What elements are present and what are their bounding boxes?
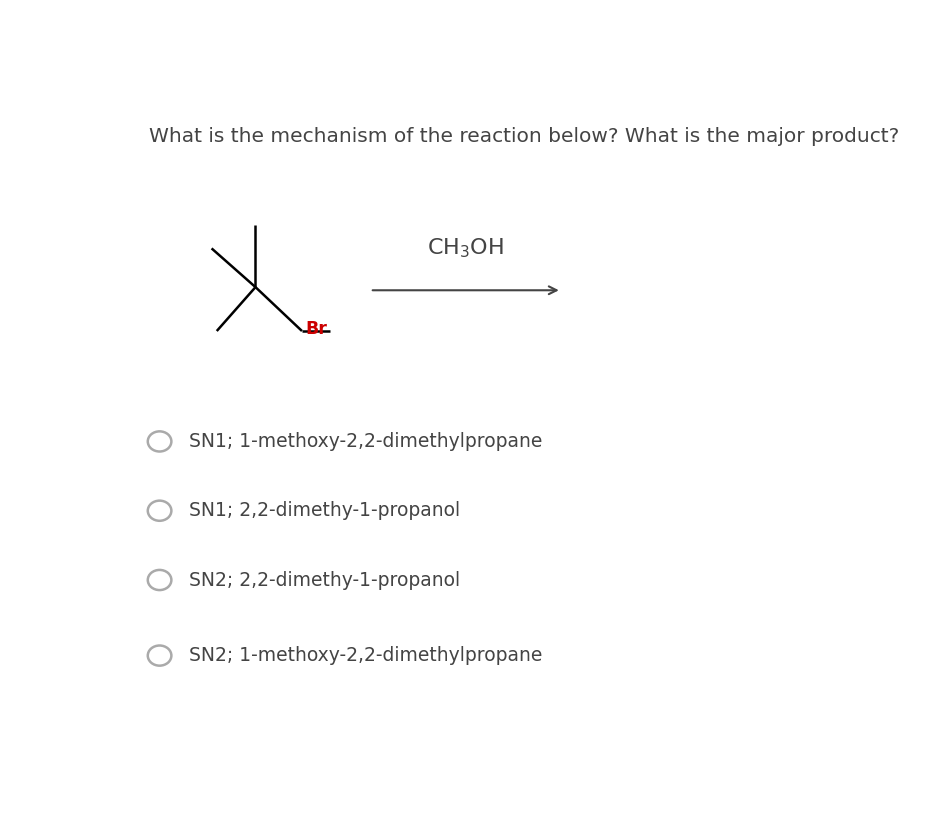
Text: Br: Br (305, 320, 327, 338)
Text: SN1; 2,2-dimethy-1-propanol: SN1; 2,2-dimethy-1-propanol (189, 501, 460, 520)
Text: SN2; 2,2-dimethy-1-propanol: SN2; 2,2-dimethy-1-propanol (189, 570, 460, 590)
Text: What is the mechanism of the reaction below? What is the major product?: What is the mechanism of the reaction be… (149, 127, 899, 146)
Text: SN1; 1-methoxy-2,2-dimethylpropane: SN1; 1-methoxy-2,2-dimethylpropane (189, 432, 543, 451)
Text: SN2; 1-methoxy-2,2-dimethylpropane: SN2; 1-methoxy-2,2-dimethylpropane (189, 646, 543, 665)
Text: CH$_3$OH: CH$_3$OH (427, 236, 505, 260)
